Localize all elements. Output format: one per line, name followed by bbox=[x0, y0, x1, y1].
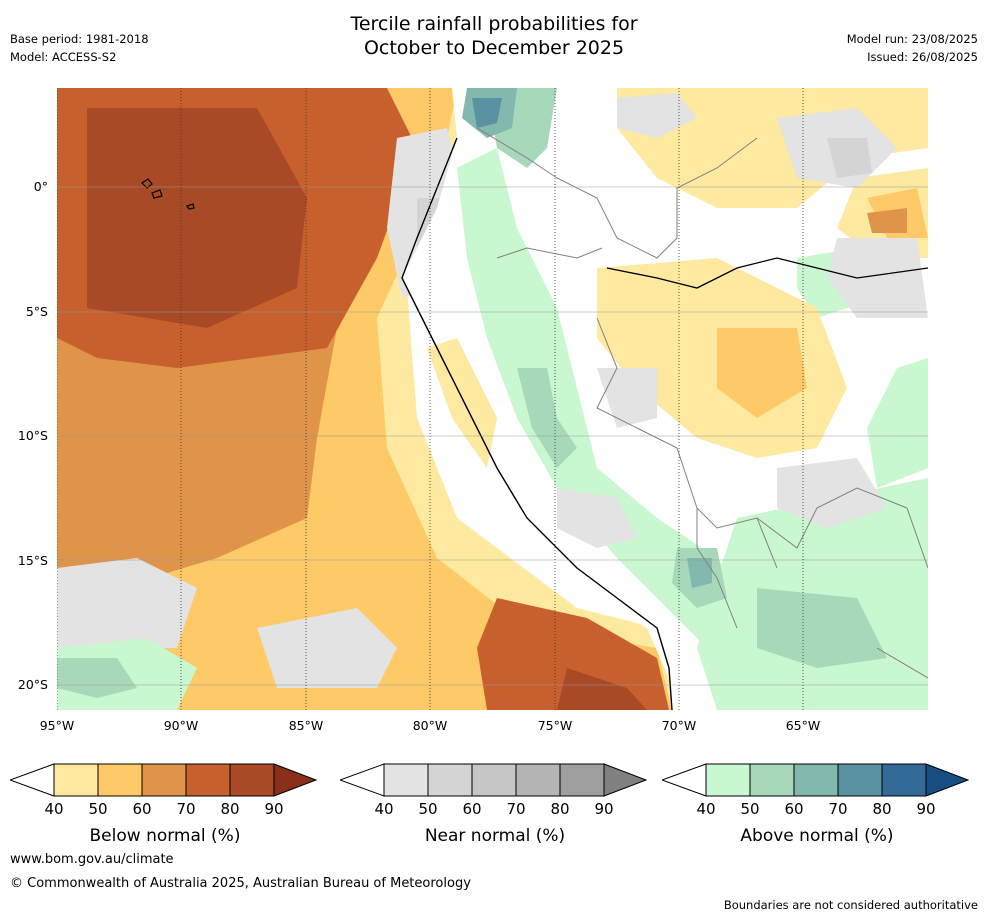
land-near-patch-1 bbox=[617, 93, 697, 138]
land-above-andes-50 bbox=[517, 368, 577, 468]
coastline bbox=[401, 137, 673, 710]
lon-label-65w: 65°W bbox=[785, 718, 821, 733]
meta-right: Model run: 23/08/2025 Issued: 26/08/2025 bbox=[847, 30, 978, 66]
legend-above-tick: 60 bbox=[784, 800, 804, 818]
land-above-andes bbox=[457, 148, 757, 648]
legend-near-tick: 70 bbox=[506, 800, 526, 818]
legend-below-tick: 50 bbox=[88, 800, 108, 818]
lon-label-85w: 85°W bbox=[288, 718, 324, 733]
galapagos-islands bbox=[141, 178, 195, 210]
legend-near-tick: 90 bbox=[594, 800, 614, 818]
land-near-patch-5 bbox=[777, 458, 887, 528]
land-near-patch-3 bbox=[827, 238, 928, 318]
base-period: Base period: 1981-2018 bbox=[10, 32, 149, 46]
lat-label-10s: 10°S bbox=[17, 428, 48, 443]
lon-label-80w: 80°W bbox=[412, 718, 448, 733]
lat-label-0: 0° bbox=[33, 179, 48, 194]
legend-above-tick: 80 bbox=[872, 800, 892, 818]
legend-below-caption: Below normal (%) bbox=[89, 826, 241, 846]
lat-label-5s: 5°S bbox=[25, 304, 48, 319]
land-below-amazon-50 bbox=[717, 328, 807, 418]
legend-above-tick: 70 bbox=[828, 800, 848, 818]
lon-label-90w: 90°W bbox=[163, 718, 199, 733]
legend-near-tick: 50 bbox=[418, 800, 438, 818]
land-above-east-edge bbox=[867, 358, 928, 488]
model-run: Model run: 23/08/2025 bbox=[846, 32, 978, 46]
legend-above-caption: Above normal (%) bbox=[740, 826, 894, 846]
copyright-notice: © Commonwealth of Australia 2025, Austra… bbox=[10, 876, 471, 891]
land-near-patch-2-60 bbox=[827, 138, 872, 178]
lon-label-70w: 70°W bbox=[661, 718, 697, 733]
model-name: Model: ACCESS-S2 bbox=[10, 50, 117, 64]
boundary-disclaimer: Boundaries are not considered authoritat… bbox=[723, 898, 978, 912]
land-below-ne-60 bbox=[867, 208, 907, 233]
map-title: Tercile rainfall probabilities for Octob… bbox=[0, 12, 988, 60]
graticule bbox=[57, 186, 928, 686]
legend-near-tick: 60 bbox=[462, 800, 482, 818]
lat-label-15s: 15°S bbox=[17, 553, 48, 568]
meta-left: Base period: 1981-2018 Model: ACCESS-S2 bbox=[10, 30, 149, 66]
title-line-2: October to December 2025 bbox=[363, 37, 625, 59]
map-canvas bbox=[57, 88, 928, 710]
legend-near-tick: 40 bbox=[374, 800, 394, 818]
legend-above-tick: 50 bbox=[740, 800, 760, 818]
lon-label-75w: 75°W bbox=[537, 718, 573, 733]
legend-below-tick: 70 bbox=[176, 800, 196, 818]
legend-near-caption: Near normal (%) bbox=[424, 826, 566, 846]
legend-below-tick: 40 bbox=[44, 800, 64, 818]
lat-label-20s: 20°S bbox=[17, 677, 48, 692]
ocean-near-sw bbox=[57, 558, 197, 648]
legend-near-normal: 40 50 60 70 80 90 Near normal (%) bbox=[340, 760, 650, 846]
ocean-near-s bbox=[257, 608, 397, 688]
country-borders bbox=[476, 127, 928, 679]
land-near-patch-4 bbox=[557, 488, 637, 548]
land-above-east-50 bbox=[757, 588, 887, 668]
legend-near-tick: 80 bbox=[550, 800, 570, 818]
rainfall-probability-map bbox=[57, 88, 928, 710]
ocean-above-sw-50 bbox=[57, 658, 137, 698]
legend-below-tick: 90 bbox=[264, 800, 284, 818]
land-above-titicaca-60 bbox=[687, 558, 712, 588]
land-below-coast bbox=[427, 338, 497, 468]
amazon-river bbox=[606, 257, 928, 289]
legend-above-tick: 90 bbox=[916, 800, 936, 818]
land-near-patch-6 bbox=[597, 368, 657, 428]
legend-below-colorbar bbox=[10, 763, 318, 797]
ocean-below-80-south bbox=[557, 668, 647, 710]
legend-below-normal: 40 50 60 70 80 90 Below normal (%) bbox=[10, 760, 320, 846]
land-above-north-70 bbox=[472, 98, 502, 128]
legend-below-tick: 80 bbox=[220, 800, 240, 818]
issued-date: Issued: 26/08/2025 bbox=[867, 50, 978, 64]
legend-above-tick: 40 bbox=[696, 800, 716, 818]
ocean-below-70-south bbox=[477, 598, 669, 710]
title-line-1: Tercile rainfall probabilities for bbox=[350, 13, 638, 35]
website-link[interactable]: www.bom.gov.au/climate bbox=[10, 852, 174, 867]
legend-below-tick: 60 bbox=[132, 800, 152, 818]
legend-above-colorbar bbox=[662, 763, 970, 797]
legend-above-normal: 40 50 60 70 80 90 Above normal (%) bbox=[662, 760, 972, 846]
lon-label-95w: 95°W bbox=[39, 718, 75, 733]
ocean-below-80 bbox=[87, 108, 307, 328]
legend-near-colorbar bbox=[340, 763, 648, 797]
